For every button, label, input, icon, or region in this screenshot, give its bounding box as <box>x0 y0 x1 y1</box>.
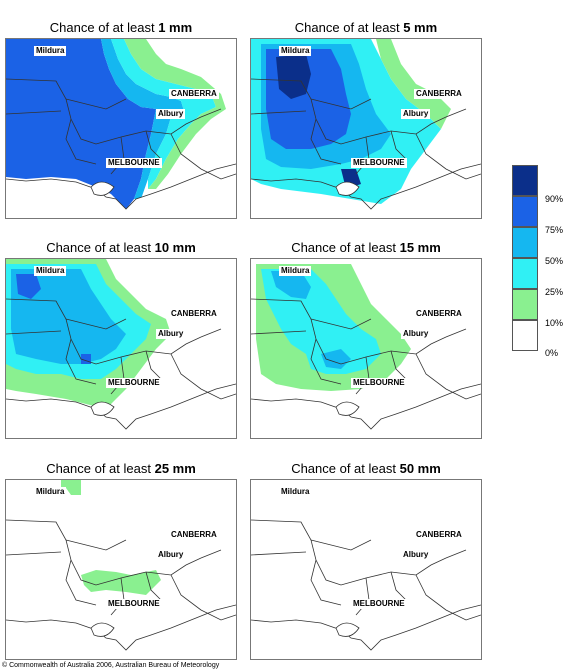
melbourne-label: MELBOURNE <box>106 158 162 168</box>
panel-title: Chance of at least 1 mm <box>49 20 193 35</box>
legend-swatch-50 <box>512 227 538 258</box>
legend-label-90: 90% <box>545 194 564 204</box>
canberra-label: CANBERRA <box>414 89 464 99</box>
mildura-label: Mildura <box>34 46 67 56</box>
albury-label: Albury <box>401 329 431 339</box>
albury-label: Albury <box>401 550 431 560</box>
melbourne-label: MELBOURNE <box>351 158 407 168</box>
melbourne-label: MELBOURNE <box>351 599 407 609</box>
legend-swatch-90 <box>512 165 538 196</box>
canberra-label: CANBERRA <box>414 309 464 319</box>
albury-label: Albury <box>156 109 186 119</box>
mildura-label: Mildura <box>34 487 67 497</box>
map-5mm: Mildura CANBERRA Albury MELBOURNE <box>250 38 482 219</box>
albury-label: Albury <box>156 329 186 339</box>
legend-label-25: 25% <box>545 287 564 297</box>
canberra-label: CANBERRA <box>169 530 219 540</box>
legend-swatch-10 <box>512 289 538 320</box>
panel-title: Chance of at least 50 mm <box>291 461 441 476</box>
panel-title: Chance of at least 10 mm <box>46 240 196 255</box>
copyright-notice: © Commonwealth of Australia 2006, Austra… <box>2 662 220 669</box>
map-1mm: Mildura CANBERRA Albury MELBOURNE <box>5 38 237 219</box>
mildura-label: Mildura <box>279 46 312 56</box>
panel-title: Chance of at least 5 mm <box>294 20 438 35</box>
canberra-label: CANBERRA <box>414 530 464 540</box>
map-25mm: Mildura CANBERRA Albury MELBOURNE <box>5 479 237 660</box>
map-10mm: Mildura CANBERRA Albury MELBOURNE <box>5 258 237 439</box>
legend-label-50: 50% <box>545 256 564 266</box>
melbourne-label: MELBOURNE <box>106 599 162 609</box>
map-15mm: Mildura CANBERRA Albury MELBOURNE <box>250 258 482 439</box>
legend-swatch-25 <box>512 258 538 289</box>
legend-label-10: 10% <box>545 318 564 328</box>
map-50mm: Mildura CANBERRA Albury MELBOURNE <box>250 479 482 660</box>
legend-label-0: 0% <box>545 348 559 358</box>
canberra-label: CANBERRA <box>169 309 219 319</box>
melbourne-label: MELBOURNE <box>106 378 162 388</box>
legend-swatch-0 <box>512 320 538 351</box>
panel-title: Chance of at least 25 mm <box>46 461 196 476</box>
legend-label-75: 75% <box>545 225 564 235</box>
mildura-label: Mildura <box>279 266 312 276</box>
albury-label: Albury <box>156 550 186 560</box>
melbourne-label: MELBOURNE <box>351 378 407 388</box>
canberra-label: CANBERRA <box>169 89 219 99</box>
mildura-label: Mildura <box>34 266 67 276</box>
legend-swatch-75 <box>512 196 538 227</box>
panel-title: Chance of at least 15 mm <box>291 240 441 255</box>
mildura-label: Mildura <box>279 487 312 497</box>
albury-label: Albury <box>401 109 431 119</box>
